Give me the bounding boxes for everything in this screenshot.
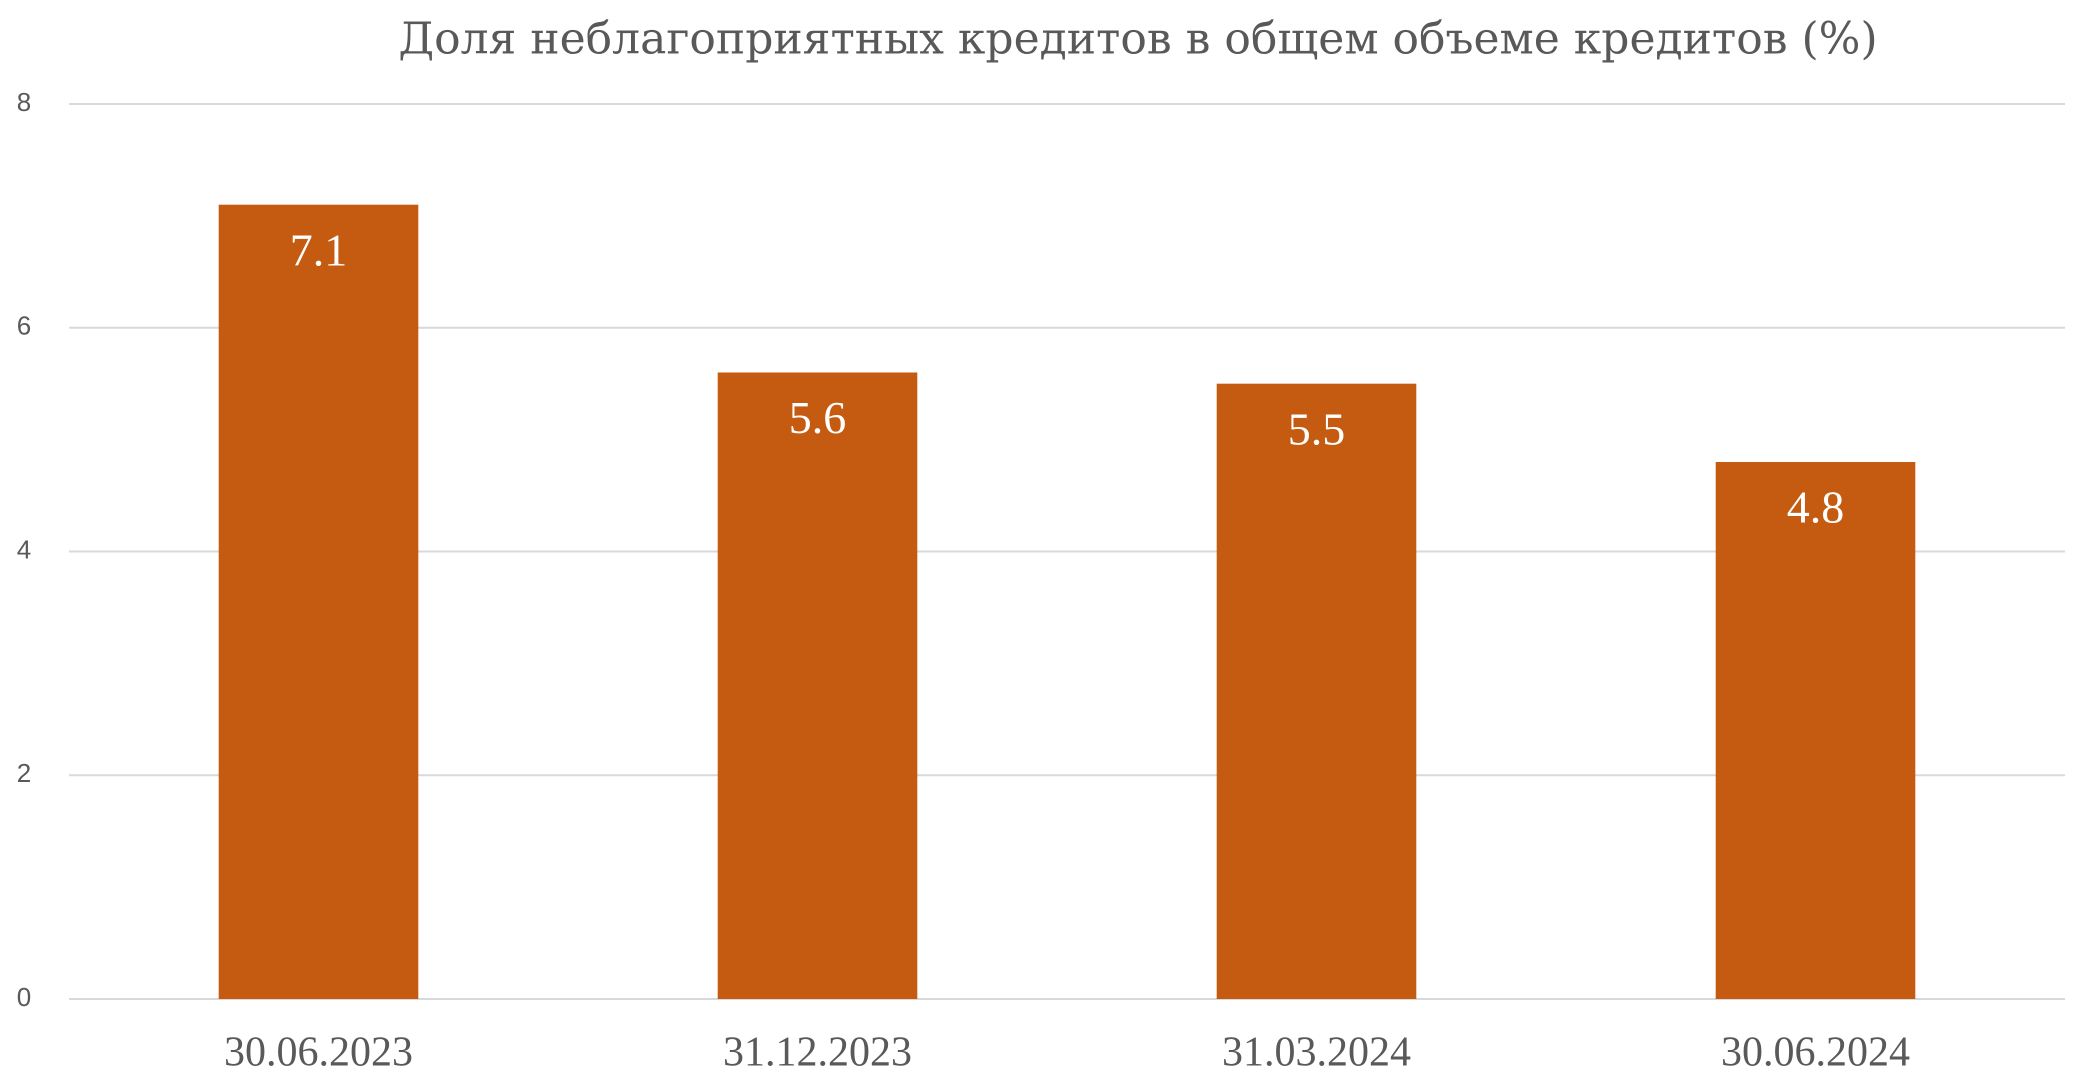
x-tick-label: 31.03.2024 [1222, 1030, 1411, 1076]
bar [1715, 462, 1916, 999]
y-tick-label: 6 [17, 311, 31, 341]
y-tick-label: 4 [17, 534, 31, 564]
y-tick-label: 2 [17, 758, 31, 788]
bar [1216, 383, 1417, 999]
data-label: 7.1 [290, 224, 348, 275]
x-tick-label: 31.12.2023 [723, 1030, 912, 1076]
y-tick-label: 8 [17, 87, 31, 117]
data-label: 5.5 [1288, 403, 1346, 454]
data-label: 4.8 [1787, 482, 1845, 533]
bar [717, 372, 918, 999]
data-label: 5.6 [789, 392, 847, 443]
x-tick-label: 30.06.2023 [224, 1030, 413, 1076]
bar [218, 204, 419, 999]
y-tick-label: 0 [17, 982, 31, 1012]
x-tick-label: 30.06.2024 [1721, 1030, 1910, 1076]
chart-title: Доля неблагоприятных кредитов в общем об… [398, 14, 1877, 65]
